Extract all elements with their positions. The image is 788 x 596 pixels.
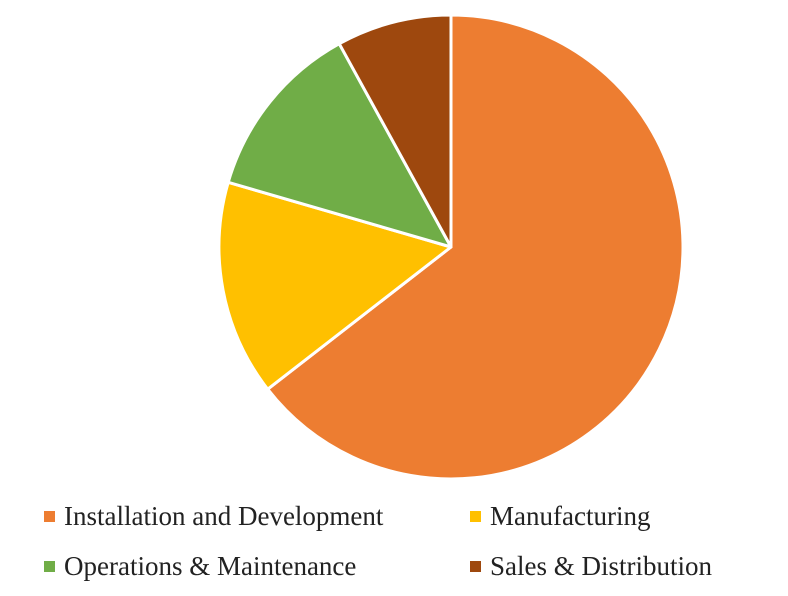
pie-slice-installation-and-development — [266, 13, 685, 481]
legend-swatch-operations-and-maintenance — [44, 560, 55, 572]
pie-chart-svg — [217, 13, 685, 481]
legend-label-operations-and-maintenance: Operations & Maintenance — [64, 551, 357, 581]
legend-item-sales-and-distribution: Sales & Distribution — [470, 546, 712, 586]
pie-chart — [217, 13, 685, 481]
legend-label-installation-and-development: Installation and Development — [64, 501, 384, 531]
legend-label-manufacturing: Manufacturing — [490, 501, 651, 531]
legend-item-installation-and-development: Installation and Development — [44, 496, 383, 536]
legend-swatch-installation-and-development — [44, 510, 55, 522]
legend-item-operations-and-maintenance: Operations & Maintenance — [44, 546, 356, 586]
legend-item-manufacturing: Manufacturing — [470, 496, 650, 536]
chart-legend: Installation and Development Manufacturi… — [0, 496, 788, 596]
pie-slice-operations-and-maintenance — [226, 42, 453, 249]
legend-swatch-sales-and-distribution — [470, 560, 481, 572]
legend-label-sales-and-distribution: Sales & Distribution — [490, 551, 712, 581]
pie-slice-sales-and-distribution — [337, 13, 453, 249]
pie-slice-manufacturing — [217, 180, 453, 391]
legend-swatch-manufacturing — [470, 510, 481, 522]
